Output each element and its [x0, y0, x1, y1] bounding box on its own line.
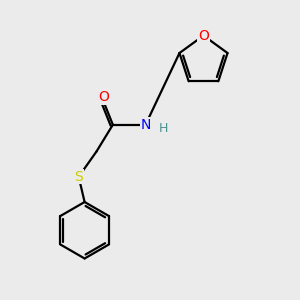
Text: O: O	[198, 28, 209, 43]
Text: H: H	[159, 122, 168, 135]
Text: N: N	[140, 118, 151, 132]
Text: S: S	[74, 170, 83, 184]
Text: O: O	[98, 90, 110, 104]
